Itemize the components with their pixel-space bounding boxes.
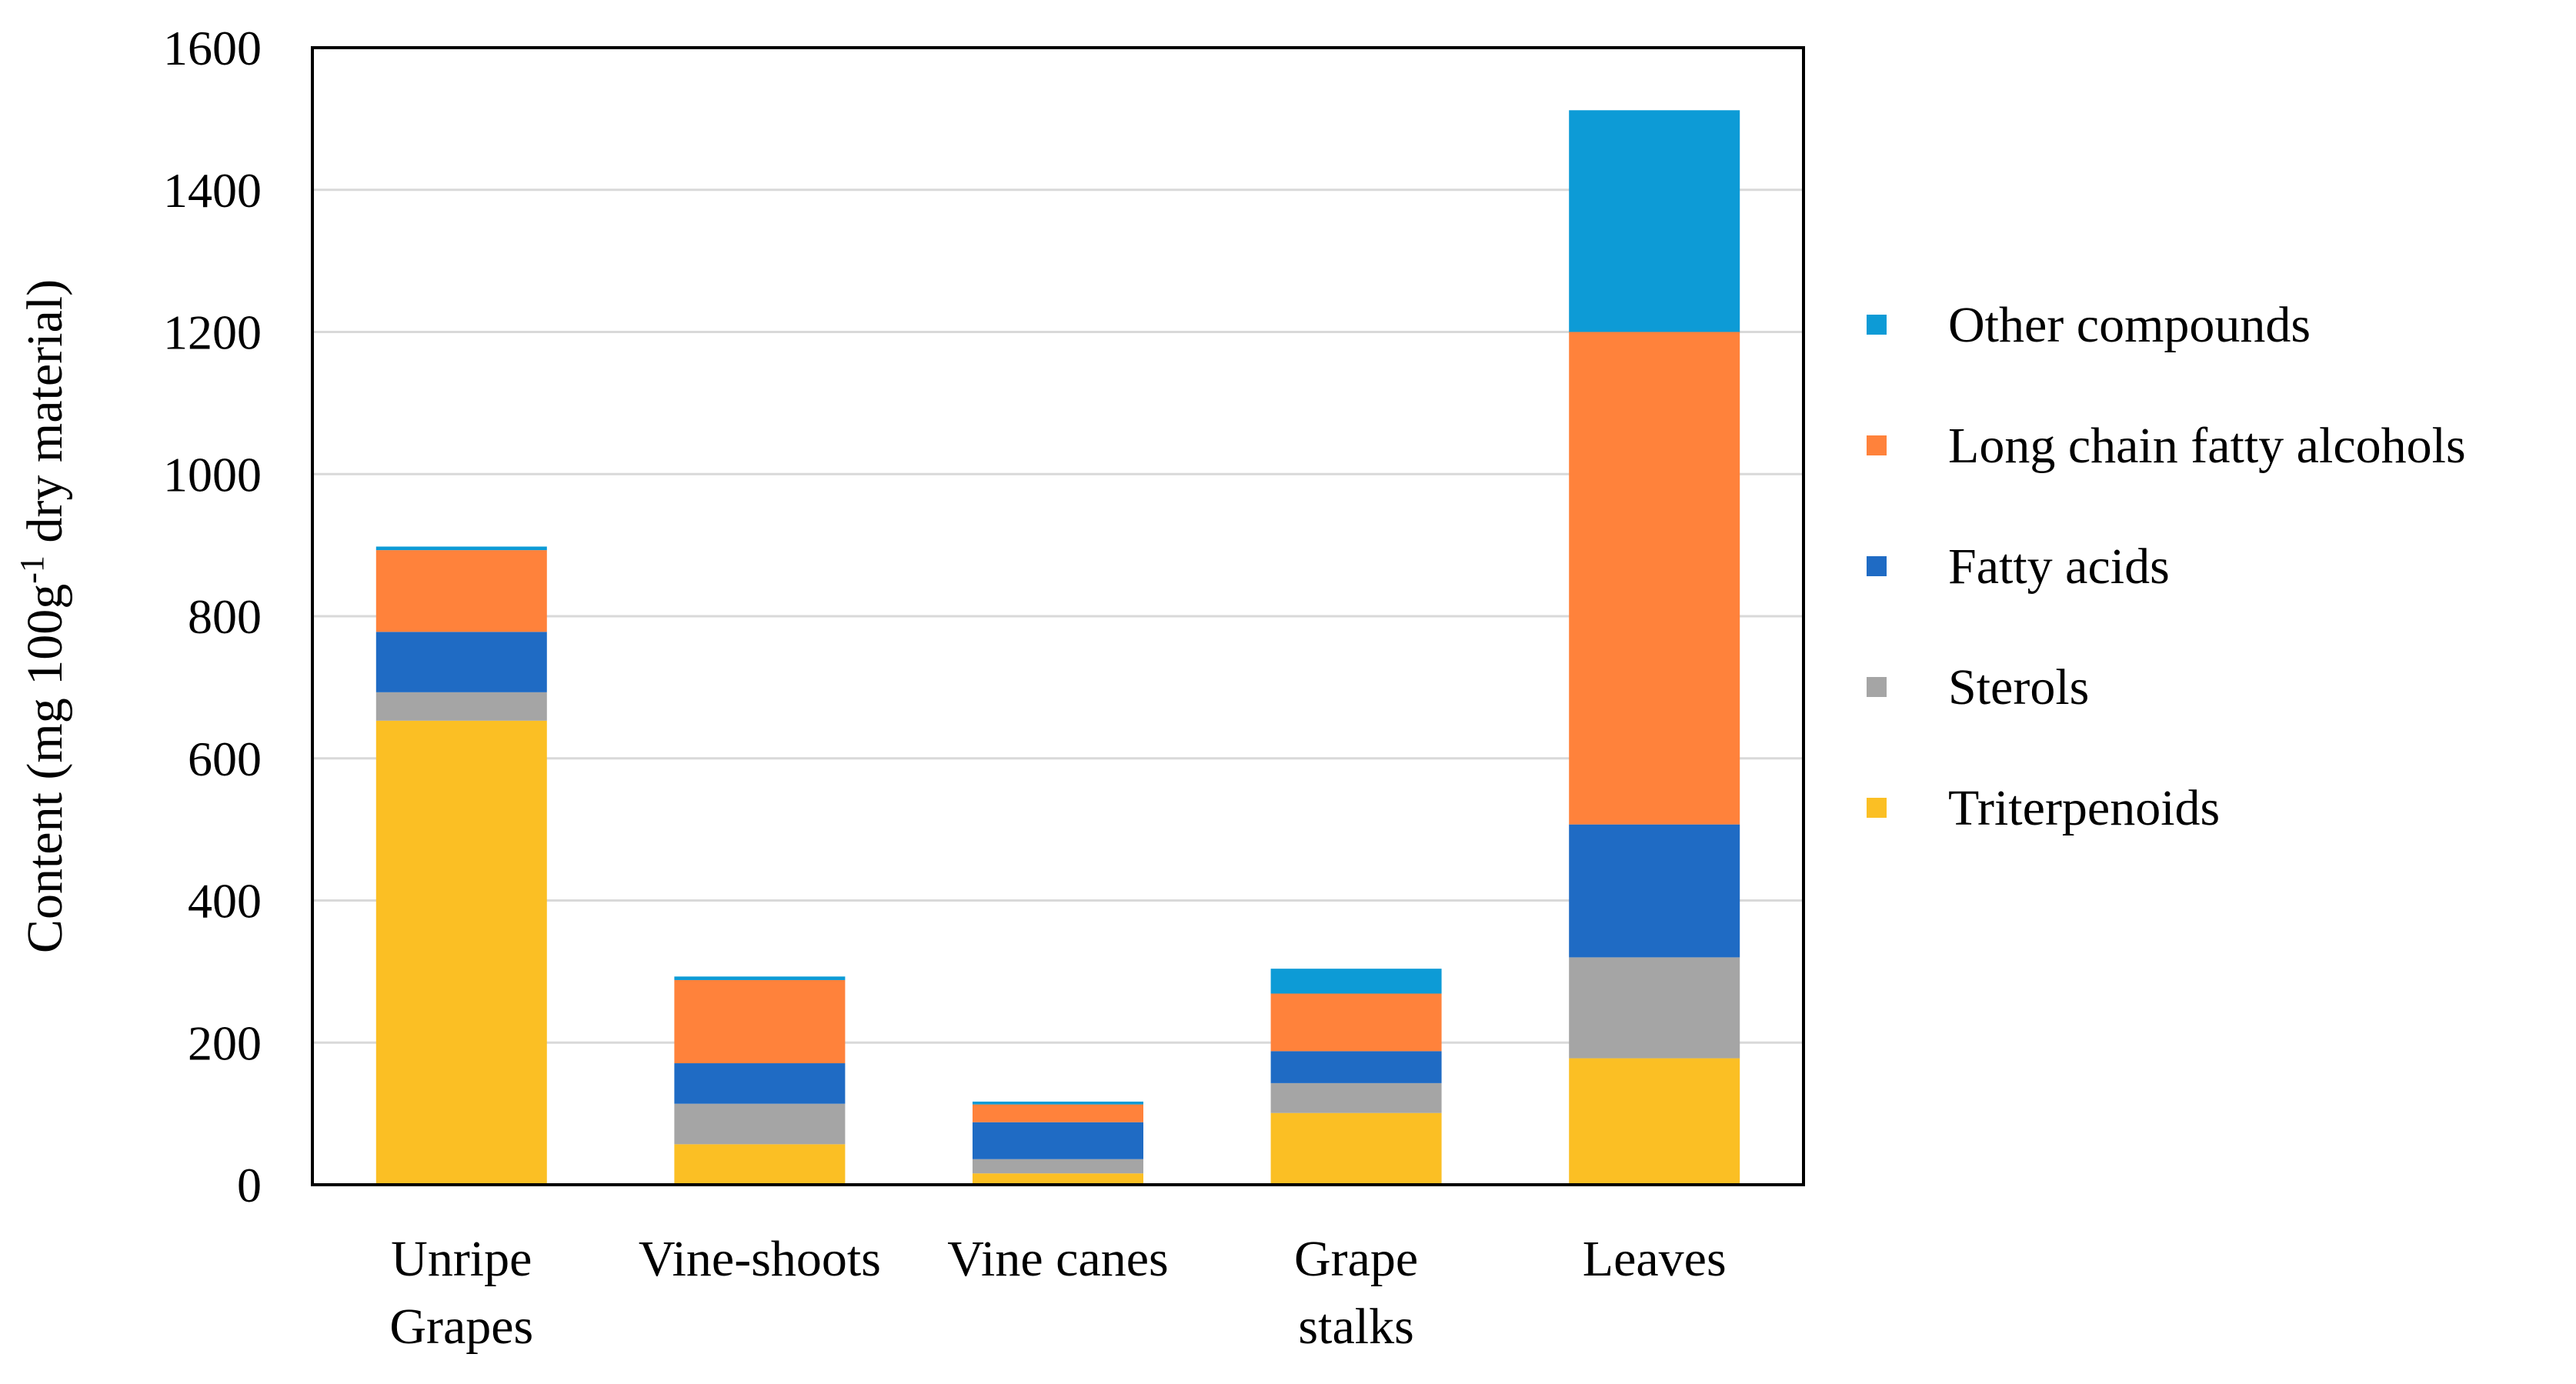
y-tick-label: 1200: [163, 305, 262, 360]
bar-segment: [375, 550, 547, 632]
bar-segment: [973, 1173, 1143, 1185]
bar-segment: [674, 1063, 846, 1104]
bar-segment: [1270, 969, 1442, 994]
y-tick-label: 0: [237, 1158, 262, 1212]
bars: [375, 110, 1740, 1185]
legend-label: Triterpenoids: [1948, 780, 2220, 836]
bar-segment: [375, 546, 547, 551]
y-axis-title-superscript: -1: [13, 555, 51, 584]
y-tick-label: 1000: [163, 447, 262, 502]
x-tick-label: Grape: [1294, 1231, 1418, 1287]
legend-label: Fatty acids: [1948, 539, 2170, 595]
x-axis-ticks: Unripe Grapes Vine-shoots Vine canes Grape st…: [389, 1231, 1726, 1355]
y-axis-title: Content (mg 100g-1 dry material): [13, 279, 74, 953]
legend-swatch: [1867, 435, 1887, 455]
legend-label: Long chain fatty alcohols: [1948, 418, 2466, 474]
legend-label: Sterols: [1948, 659, 2089, 715]
bar-segment: [1270, 1051, 1442, 1083]
legend: Other compounds Long chain fatty alcohols…: [1867, 297, 2466, 836]
bar-segment: [973, 1104, 1143, 1122]
bar-segment: [375, 692, 547, 721]
bar-segment: [1569, 110, 1740, 332]
x-tick-label: stalks: [1298, 1299, 1413, 1355]
bar-segment: [1270, 1112, 1442, 1185]
y-axis-title-suffix: dry material): [17, 279, 73, 555]
bar-segment: [1270, 993, 1442, 1052]
bar-segment: [973, 1101, 1143, 1105]
legend-swatch: [1867, 677, 1887, 697]
x-tick-label: Vine-shoots: [639, 1231, 881, 1287]
y-tick-label: 1400: [163, 163, 262, 218]
bar-segment: [674, 976, 846, 980]
bar-segment: [973, 1159, 1143, 1174]
gridlines: [312, 188, 1804, 1044]
bar-segment: [375, 632, 547, 692]
bar-segment: [674, 979, 846, 1064]
bar-segment: [375, 720, 547, 1185]
bar-segment: [973, 1122, 1143, 1159]
bar-segment: [1270, 1082, 1442, 1113]
x-tick-label: Leaves: [1583, 1231, 1727, 1287]
legend-label: Other compounds: [1948, 297, 2311, 353]
y-axis-ticks: 0 200 400 600 800 1000 1200 1400 1600: [163, 21, 262, 1212]
y-tick-label: 800: [188, 589, 262, 644]
bar-segment: [674, 1144, 846, 1185]
bar-segment: [1569, 1058, 1740, 1185]
legend-swatch: [1867, 556, 1887, 576]
x-tick-label: Unripe: [391, 1231, 532, 1287]
y-tick-label: 600: [188, 732, 262, 786]
y-tick-label: 1600: [163, 21, 262, 75]
bar-segment: [1569, 957, 1740, 1059]
bar-segment: [674, 1103, 846, 1145]
x-tick-label: Grapes: [389, 1299, 533, 1355]
y-axis-title-main: Content (mg 100g: [17, 584, 73, 953]
legend-swatch: [1867, 315, 1887, 335]
y-tick-label: 400: [188, 874, 262, 929]
legend-swatch: [1867, 798, 1887, 818]
plot-frame: [311, 46, 1805, 1186]
bar-segment: [1569, 332, 1740, 825]
y-tick-label: 200: [188, 1015, 262, 1070]
x-tick-label: Vine canes: [947, 1231, 1168, 1287]
bar-segment: [1569, 824, 1740, 958]
